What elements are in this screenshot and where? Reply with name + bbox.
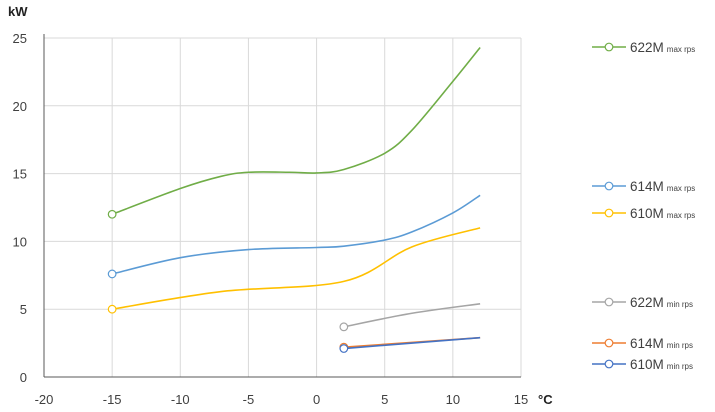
x-tick-label: -20 (35, 392, 54, 407)
x-tick-label: 10 (446, 392, 460, 407)
legend-marker-610m-max-rps (604, 208, 614, 218)
legend-label-610m-min-rps: 610M min rps (630, 357, 693, 372)
legend-marker-614m-min-rps (604, 338, 614, 348)
series-marker-622m-max-rps (107, 209, 117, 219)
legend-marker-622m-max-rps (604, 42, 614, 52)
series-marker-610m-min-rps (339, 344, 349, 353)
series-lines (107, 46, 481, 353)
y-tick-label: 25 (13, 31, 27, 46)
legend-label-614m-max-rps: 614M max rps (630, 179, 695, 194)
legend-label-610m-max-rps: 610M max rps (630, 206, 695, 221)
series-marker-614m-max-rps (107, 269, 117, 279)
series-line-610m-min-rps (343, 336, 481, 350)
legend-marker-622m-min-rps (604, 297, 614, 307)
x-tick-label: 5 (381, 392, 388, 407)
x-tick-label: 0 (313, 392, 320, 407)
y-tick-label: 20 (13, 99, 27, 114)
y-tick-label: 15 (13, 167, 27, 182)
legend: 622M max rps 614M max rps 610M max rps 622M min… (592, 40, 695, 372)
legend-label-622m-max-rps: 622M max rps (630, 40, 695, 55)
axes: -20 -15 -10 -5 0 5 10 15 0 5 10 15 20 25 (13, 31, 529, 407)
legend-label-614m-min-rps: 614M min rps (630, 336, 693, 351)
x-tick-label: -10 (171, 392, 190, 407)
series-line-622m-min-rps (343, 302, 481, 328)
x-tick-label: 15 (514, 392, 528, 407)
x-axis-label: °C (538, 392, 553, 407)
series-marker-610m-max-rps (107, 304, 117, 314)
y-axis-label: kW (8, 4, 28, 19)
y-tick-label: 10 (13, 234, 27, 249)
y-tick-label: 0 (20, 370, 27, 385)
legend-marker-614m-max-rps (604, 181, 614, 191)
legend-label-622m-min-rps: 622M min rps (630, 295, 693, 310)
series-line-614m-max-rps (111, 194, 481, 275)
series-line-610m-max-rps (112, 227, 481, 310)
y-tick-label: 5 (20, 302, 27, 317)
x-tick-label: -5 (243, 392, 255, 407)
x-tick-label: -15 (103, 392, 122, 407)
series-line-622m-max-rps (111, 46, 481, 216)
grid-lines (44, 37, 522, 377)
series-marker-622m-min-rps (339, 322, 349, 332)
legend-marker-610m-min-rps (604, 359, 614, 369)
